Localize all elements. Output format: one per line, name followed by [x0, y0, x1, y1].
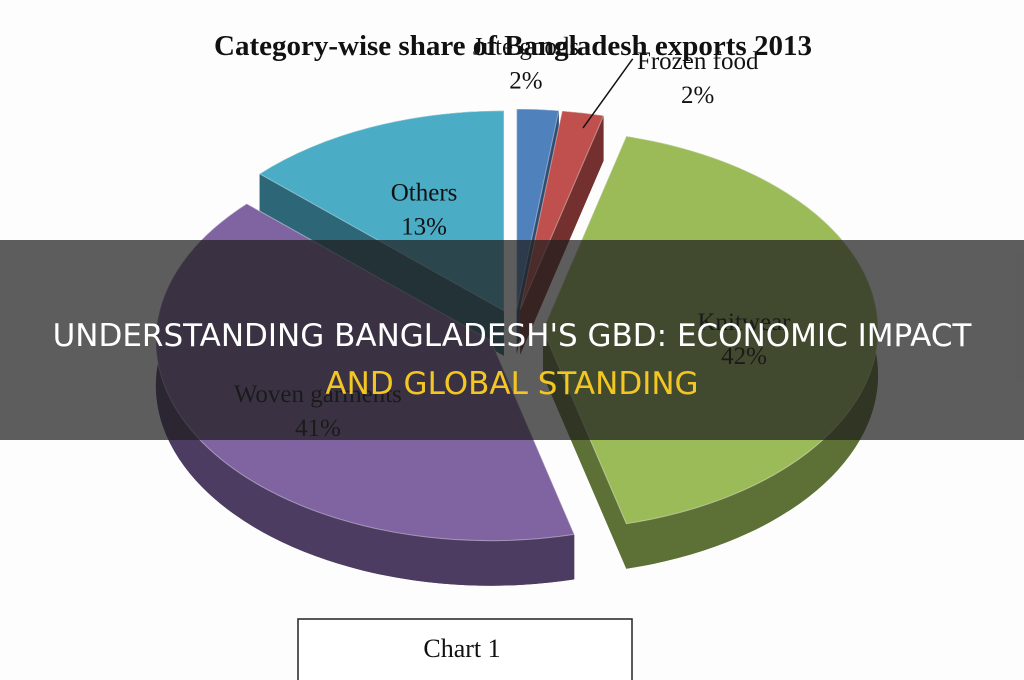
slice-label: Jute goods	[473, 34, 579, 61]
banner-line: UNDERSTANDING BANGLADESH'S GBD: ECONOMIC…	[53, 318, 973, 354]
slice-label: Frozen food	[637, 48, 759, 75]
slice-value-label: 2%	[509, 68, 542, 95]
slice-rim	[155, 203, 575, 586]
caption-box	[297, 618, 633, 680]
slice-value-label: 2%	[681, 82, 714, 109]
caption: Chart 1	[423, 634, 500, 663]
slice-label: Others	[391, 180, 458, 207]
slice-value-label: 13%	[401, 214, 447, 241]
chart-title: Category-wise share of Bangladesh export…	[214, 30, 812, 62]
leader-line	[582, 58, 634, 129]
banner-line: AND GLOBAL STANDING	[325, 366, 698, 402]
banner	[0, 240, 1024, 440]
